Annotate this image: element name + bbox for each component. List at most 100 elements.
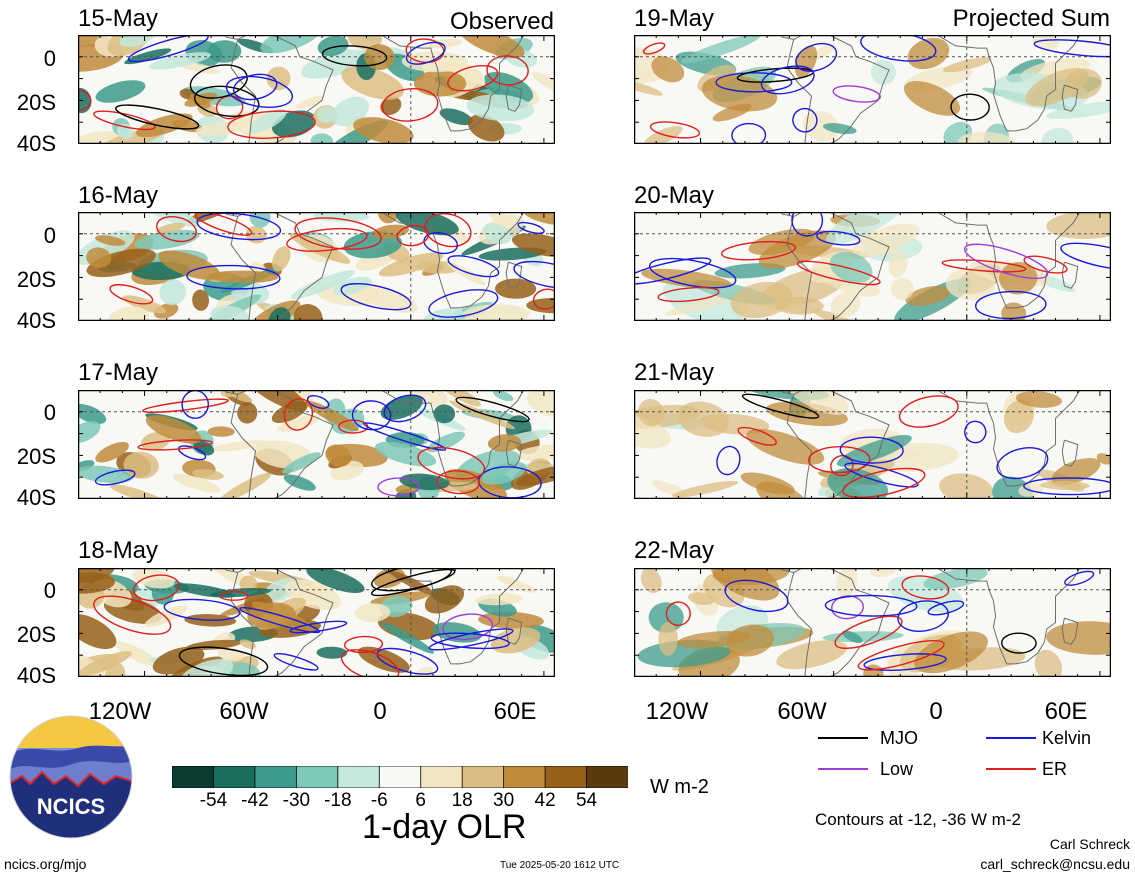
wave-contour: [94, 469, 136, 486]
olr-anomaly-blob: [813, 309, 859, 321]
olr-anomaly-blob: [1046, 101, 1111, 119]
olr-anomaly-blob: [829, 251, 873, 284]
wave-contour: [657, 286, 720, 303]
wave-contour: [897, 600, 949, 632]
panel-date-19-may: 19-May: [634, 5, 715, 32]
colorbar-swatch: [420, 766, 463, 788]
wave-contour: [831, 595, 864, 620]
wave-contour: [137, 439, 213, 451]
author-email[interactable]: carl_schreck@ncsu.edu: [980, 856, 1130, 872]
low-line-sample: [818, 768, 868, 770]
wave-contour: [376, 647, 439, 675]
olr-anomaly-blob: [282, 452, 321, 474]
olr-anomaly-blob: [463, 304, 531, 321]
olr-anomaly-blob: [482, 222, 512, 245]
olr-anomaly-blob: [890, 277, 914, 300]
lat-label-eq: 0: [43, 223, 56, 248]
olr-anomaly-blob: [108, 306, 150, 321]
wave-contour: [428, 289, 499, 318]
wave-contour: [796, 260, 881, 286]
olr-anomaly-blob: [643, 125, 683, 144]
olr-anomaly-blob: [842, 630, 863, 644]
olr-anomaly-blob: [395, 212, 459, 236]
wave-contour: [93, 595, 172, 635]
wave-contour: [860, 35, 937, 62]
logo-text: NCICS: [37, 794, 105, 819]
wave-contour: [532, 288, 555, 310]
olr-map-16-may: [78, 212, 555, 321]
author-name: Carl Schreck: [1049, 836, 1130, 852]
olr-anomaly-blob: [637, 398, 665, 427]
olr-map-20-may: [634, 212, 1111, 321]
central-america-outline: [149, 390, 238, 395]
madagascar-outline: [505, 84, 523, 112]
wave-contour: [791, 212, 824, 237]
olr-anomaly-blob: [1034, 649, 1063, 677]
wave-contour: [78, 88, 92, 111]
olr-anomaly-blob: [399, 473, 450, 491]
lat-label-40s: 40S: [16, 485, 56, 510]
olr-anomaly-blob: [433, 404, 456, 424]
wave-contour: [816, 230, 861, 246]
olr-anomaly-blob: [192, 289, 210, 311]
wave-contour: [294, 217, 382, 250]
lat-label-40s: 40S: [16, 308, 56, 333]
central-america-outline: [149, 212, 238, 217]
kelvin-line-sample: [986, 737, 1036, 739]
olr-anomaly-blob: [378, 252, 444, 277]
panel-date-22-may: 22-May: [634, 537, 715, 564]
olr-anomaly-blob: [467, 114, 505, 142]
olr-anomaly-blob: [802, 110, 840, 142]
legend-er: ER: [1042, 759, 1068, 779]
wave-contour: [321, 45, 388, 67]
olr-anomaly-blob: [776, 640, 848, 670]
lat-label-eq: 0: [43, 578, 56, 603]
olr-anomaly-blob: [641, 268, 732, 289]
lat-label-20s: 20S: [16, 622, 56, 647]
wave-contour: [127, 35, 209, 63]
south-america-outline: [230, 568, 334, 677]
olr-anomaly-blob: [210, 305, 250, 321]
panel-date-21-may: 21-May: [634, 359, 715, 386]
lat-label-eq: 0: [43, 46, 56, 71]
olr-anomaly-blob: [905, 285, 951, 307]
olr-anomaly-blob: [249, 109, 287, 133]
wave-contour: [196, 212, 282, 241]
wave-contour: [737, 426, 777, 446]
madagascar-outline: [505, 261, 523, 289]
wave-contour: [396, 225, 430, 247]
wave-contour: [186, 264, 281, 290]
olr-anomaly-blob: [94, 235, 126, 246]
central-america-outline: [705, 212, 794, 217]
wave-contour: [950, 93, 990, 121]
olr-anomaly-blob: [312, 212, 370, 222]
olr-anomaly-blob: [210, 440, 268, 452]
site-link[interactable]: ncics.org/mjo: [4, 856, 87, 872]
olr-anomaly-blob: [671, 480, 739, 498]
lon-label-0: 0: [373, 698, 387, 725]
wave-contour: [93, 110, 156, 131]
colorbar-swatch: [503, 766, 546, 788]
legend-mjo: MJO: [880, 728, 918, 748]
central-america-outline: [705, 390, 794, 395]
madagascar-outline: [1061, 617, 1079, 645]
panel-date-20-may: 20-May: [634, 182, 715, 209]
panel-date-15-may: 15-May: [78, 5, 159, 32]
wave-contour: [133, 574, 180, 602]
wave-contour: [219, 590, 249, 601]
south-america-outline: [230, 390, 334, 499]
olr-anomaly-blob: [283, 474, 316, 491]
olr-anomaly-blob: [1015, 391, 1063, 408]
wave-contour: [1064, 570, 1095, 586]
wave-contour: [194, 85, 260, 117]
olr-anomaly-blob: [439, 108, 473, 126]
map-frame: [634, 35, 1111, 144]
olr-anomaly-blob: [1018, 482, 1044, 497]
olr-anomaly-blob: [104, 662, 126, 677]
olr-anomaly-blob: [677, 401, 729, 437]
olr-anomaly-blob: [289, 232, 351, 264]
wave-contour: [634, 257, 712, 285]
olr-map-22-may: [634, 568, 1111, 677]
olr-anomaly-blob: [290, 270, 355, 300]
olr-anomaly-blob: [208, 270, 279, 284]
